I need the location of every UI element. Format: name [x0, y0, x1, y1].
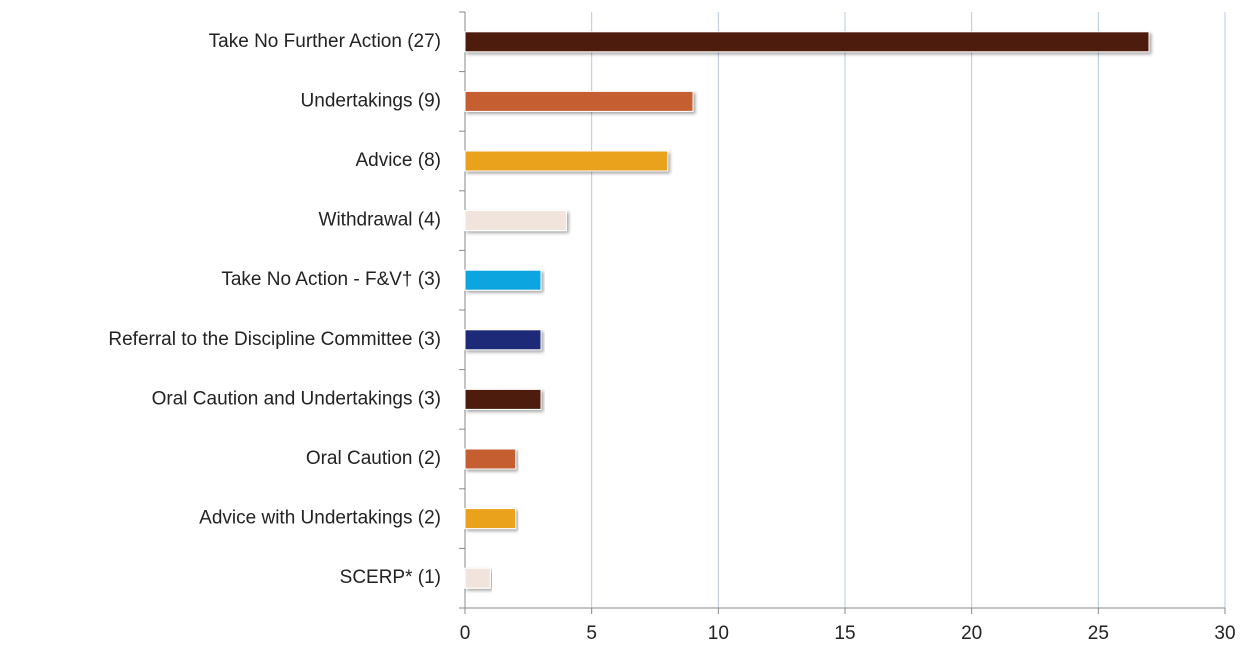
y-tick-label: Oral Caution (2)	[306, 448, 441, 469]
y-tick-label: SCERP* (1)	[340, 567, 441, 588]
bar	[464, 210, 567, 232]
y-tick-label: Undertakings (9)	[301, 90, 441, 111]
bar	[464, 388, 542, 410]
bar	[464, 567, 491, 589]
bar	[464, 31, 1150, 53]
x-tick-label: 10	[708, 623, 729, 644]
y-tick-label: Advice (8)	[355, 150, 441, 171]
x-tick-label: 5	[586, 623, 597, 644]
x-tick-label: 25	[1088, 623, 1109, 644]
bar	[464, 150, 669, 172]
x-tick-label: 20	[961, 623, 982, 644]
y-tick-label: Oral Caution and Undertakings (3)	[152, 388, 441, 409]
y-tick-label: Take No Action - F&V† (3)	[221, 269, 441, 290]
bar	[464, 329, 542, 351]
x-tick-label: 30	[1214, 623, 1235, 644]
y-tick-label: Take No Further Action (27)	[209, 31, 441, 52]
x-tick-label: 0	[460, 623, 471, 644]
y-tick-label: Referral to the Discipline Committee (3)	[108, 329, 441, 350]
y-tick-label: Advice with Undertakings (2)	[199, 508, 441, 529]
bar	[464, 448, 517, 470]
y-tick-label: Withdrawal (4)	[319, 210, 441, 231]
x-tick-label: 15	[834, 623, 855, 644]
bar	[464, 269, 542, 291]
bar	[464, 508, 517, 530]
bar	[464, 90, 694, 112]
